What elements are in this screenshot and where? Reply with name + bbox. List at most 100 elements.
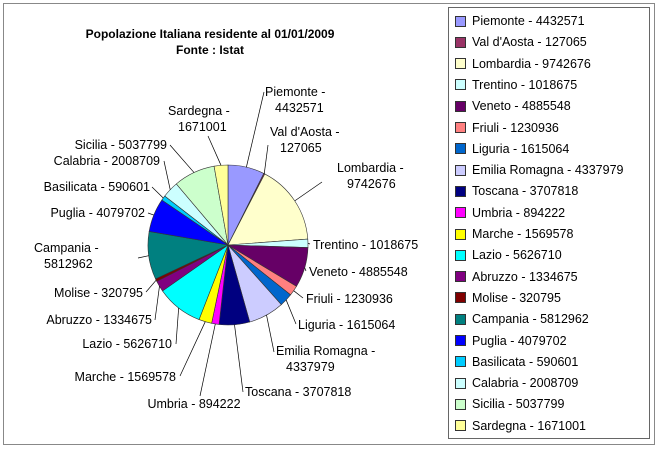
- legend-label: Toscana - 3707818: [472, 184, 579, 199]
- legend-label: Trentino - 1018675: [472, 77, 578, 92]
- slice-label: Lazio - 5626710: [82, 337, 172, 351]
- slice-label: Piemonte -4432571: [265, 85, 325, 115]
- leader-line: [179, 321, 206, 377]
- leader-line: [307, 242, 311, 245]
- slice-label: Calabria - 2008709: [54, 154, 160, 168]
- leader-line: [151, 186, 164, 199]
- legend-swatch: [455, 356, 466, 368]
- leader-line: [175, 307, 179, 345]
- pie-slice-sardegna: [213, 164, 229, 246]
- legend-item: Campania - 5812962: [455, 310, 589, 328]
- slice-label: Umbria - 894222: [147, 397, 240, 411]
- slice-label: Sicilia - 5037799: [75, 138, 167, 152]
- legend-item: Molise - 320795: [455, 289, 561, 307]
- leader-line: [147, 212, 154, 216]
- legend-swatch: [455, 207, 466, 219]
- slice-label: Trentino - 1018675: [313, 238, 418, 252]
- slice-label: Emilia Romagna -4337979: [276, 344, 375, 374]
- legend-item: Puglia - 4079702: [455, 332, 567, 350]
- legend-item: Veneto - 4885548: [455, 97, 571, 115]
- legend-label: Puglia - 4079702: [472, 333, 567, 348]
- slice-label: Friuli - 1230936: [306, 292, 393, 306]
- legend-label: Sardegna - 1671001: [472, 418, 586, 433]
- legend-item: Liguria - 1615064: [455, 140, 569, 158]
- leader-line: [266, 315, 275, 353]
- leader-line: [293, 290, 304, 299]
- slice-label: Toscana - 3707818: [245, 385, 351, 399]
- legend-label: Liguria - 1615064: [472, 141, 570, 156]
- legend-label: Lazio - 5626710: [472, 248, 562, 263]
- legend-label: Umbria - 894222: [472, 205, 566, 220]
- legend-item: Abruzzo - 1334675: [455, 268, 578, 286]
- legend-label: Piemonte - 4432571: [472, 14, 585, 28]
- legend-swatch: [455, 15, 466, 27]
- leader-line: [137, 255, 149, 259]
- leader-line: [207, 135, 222, 166]
- legend-label: Lombardia - 9742676: [472, 56, 591, 71]
- legend-item: Trentino - 1018675: [455, 76, 577, 94]
- slice-label: Liguria - 1615064: [298, 318, 395, 332]
- legend-item: Calabria - 2008709: [455, 374, 578, 392]
- legend-swatch: [455, 122, 466, 133]
- legend-label: Abruzzo - 1334675: [472, 269, 578, 284]
- legend-swatch: [455, 420, 466, 432]
- legend-swatch: [455, 249, 466, 261]
- leader-line: [246, 91, 265, 168]
- legend-label: Emilia Romagna - 4337979: [472, 163, 624, 178]
- slice-label: Sardegna -1671001: [168, 104, 230, 134]
- legend-item: Basilicata - 590601: [455, 353, 578, 371]
- legend-label: Marche - 1569578: [472, 227, 574, 241]
- legend-swatch: [455, 185, 466, 197]
- legend-label: Friuli - 1230936: [472, 120, 559, 135]
- legend: Piemonte - 4432571 Val d'Aosta - 127065 Lo…: [448, 7, 650, 439]
- chart-title-block: Popolazione Italiana residente al 01/01/…: [30, 26, 390, 58]
- legend-swatch: [455, 143, 466, 155]
- legend-label: Veneto - 4885548: [472, 99, 571, 114]
- slice-label: Marche - 1569578: [75, 370, 177, 384]
- slice-label: Molise - 320795: [54, 286, 143, 300]
- legend-swatch: [455, 100, 466, 112]
- leader-line: [285, 299, 297, 325]
- legend-item: Umbria - 894222: [455, 204, 565, 222]
- legend-label: Calabria - 2008709: [472, 376, 579, 391]
- legend-item: Friuli - 1230936: [455, 119, 559, 137]
- legend-swatch: [455, 58, 466, 70]
- legend-item: Toscana - 3707818: [455, 182, 578, 200]
- legend-item: Emilia Romagna - 4337979: [455, 161, 623, 179]
- legend-swatch: [455, 292, 466, 304]
- legend-swatch: [455, 377, 466, 389]
- pie-slices: [147, 164, 309, 326]
- slice-label: Veneto - 4885548: [309, 265, 408, 279]
- leader-line: [199, 323, 216, 397]
- legend-swatch: [455, 398, 466, 410]
- legend-item: Sicilia - 5037799: [455, 395, 564, 413]
- chart-title: Popolazione Italiana residente al 01/01/…: [85, 27, 335, 41]
- legend-item: Marche - 1569578: [455, 225, 573, 243]
- legend-swatch: [455, 164, 466, 176]
- leader-line: [304, 267, 307, 272]
- chart-subtitle: Fonte : Istat: [176, 43, 244, 57]
- leader-lines: [137, 91, 323, 397]
- legend-swatch: [455, 36, 466, 48]
- legend-label: Sicilia - 5037799: [472, 397, 565, 412]
- legend-swatch: [455, 313, 466, 325]
- slice-label: Abruzzo - 1334675: [46, 313, 152, 327]
- slice-label: Basilicata - 590601: [44, 180, 150, 194]
- legend-label: Campania - 5812962: [472, 312, 589, 327]
- legend-item: Sardegna - 1671001: [455, 417, 586, 435]
- leader-line: [145, 279, 157, 293]
- pie-slice-lombardia: [227, 173, 309, 246]
- legend-swatch: [455, 271, 466, 283]
- legend-label: Basilicata - 590601: [472, 354, 579, 369]
- legend-item: Piemonte - 4432571: [455, 12, 585, 30]
- leader-line: [234, 324, 244, 393]
- leader-line: [169, 144, 195, 173]
- legend-label: Val d'Aosta - 127065: [472, 35, 587, 50]
- slice-label: Lombardia -9742676: [337, 161, 404, 191]
- slice-labels: Piemonte -4432571 Val d'Aosta -127065 Lomb…: [34, 85, 418, 411]
- legend-swatch: [455, 335, 466, 346]
- slice-label: Puglia - 4079702: [50, 206, 145, 220]
- legend-item: Lombardia - 9742676: [455, 55, 591, 73]
- leader-line: [294, 181, 323, 202]
